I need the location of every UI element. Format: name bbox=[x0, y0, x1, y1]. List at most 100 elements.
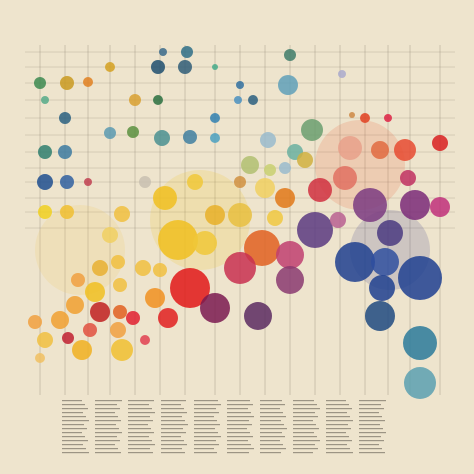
circle bbox=[276, 241, 304, 269]
note-line bbox=[326, 428, 351, 430]
circle bbox=[244, 230, 280, 266]
circle bbox=[284, 49, 296, 61]
circle bbox=[90, 302, 110, 322]
note-line bbox=[359, 408, 384, 410]
circle bbox=[135, 260, 151, 276]
note-line bbox=[326, 404, 349, 406]
note-line bbox=[161, 412, 187, 414]
note-line bbox=[128, 444, 155, 446]
circle bbox=[170, 268, 210, 308]
note-line bbox=[359, 420, 385, 422]
note-line bbox=[293, 440, 320, 442]
circle bbox=[301, 119, 323, 141]
circle bbox=[181, 46, 193, 58]
note-blocks bbox=[62, 400, 386, 454]
note-line bbox=[227, 424, 252, 426]
note-line bbox=[161, 420, 185, 422]
note-line bbox=[359, 412, 379, 414]
circle bbox=[234, 176, 246, 188]
circle bbox=[71, 273, 85, 287]
note-line bbox=[128, 452, 153, 454]
circle bbox=[384, 114, 392, 122]
circle bbox=[153, 263, 167, 277]
circle bbox=[255, 178, 275, 198]
circle bbox=[275, 188, 295, 208]
note-line bbox=[62, 400, 82, 402]
note-line bbox=[359, 444, 379, 446]
note-line bbox=[260, 404, 285, 406]
note-line bbox=[260, 416, 286, 418]
circle bbox=[158, 220, 198, 260]
note-line bbox=[359, 452, 385, 454]
note-line bbox=[62, 448, 86, 450]
note-line bbox=[95, 420, 121, 422]
note-line bbox=[95, 444, 115, 446]
note-line bbox=[326, 416, 350, 418]
note-line bbox=[293, 436, 317, 438]
circle bbox=[279, 162, 291, 174]
note-line bbox=[161, 452, 185, 454]
circle bbox=[210, 133, 220, 143]
circle bbox=[58, 145, 72, 159]
note-line bbox=[161, 428, 183, 430]
circle bbox=[85, 282, 105, 302]
circle bbox=[83, 323, 97, 337]
note-line bbox=[326, 448, 350, 450]
circle bbox=[38, 205, 52, 219]
note-line bbox=[62, 404, 85, 406]
note-line bbox=[95, 424, 116, 426]
note-line bbox=[227, 452, 249, 454]
note-line bbox=[194, 420, 217, 422]
circle bbox=[66, 296, 84, 314]
note-line bbox=[227, 400, 250, 402]
note-line bbox=[161, 408, 184, 410]
circle bbox=[183, 130, 197, 144]
circle bbox=[377, 220, 403, 246]
note-line bbox=[293, 420, 313, 422]
circle bbox=[59, 112, 71, 124]
note-line bbox=[128, 412, 155, 414]
note-line bbox=[95, 440, 120, 442]
circle bbox=[110, 322, 126, 338]
note-line bbox=[293, 400, 314, 402]
note-line bbox=[194, 436, 221, 438]
note-line bbox=[326, 420, 353, 422]
circle bbox=[212, 64, 218, 70]
note-line bbox=[95, 400, 122, 402]
note-line bbox=[260, 400, 282, 402]
circle bbox=[105, 62, 115, 72]
note-line bbox=[293, 432, 314, 434]
circle bbox=[349, 112, 355, 118]
circle bbox=[260, 132, 276, 148]
note-line bbox=[326, 432, 346, 434]
note-line bbox=[95, 452, 121, 454]
note-line bbox=[194, 428, 215, 430]
circle bbox=[400, 170, 416, 186]
note-line bbox=[194, 448, 214, 450]
circle bbox=[248, 95, 258, 105]
note-line bbox=[62, 408, 88, 410]
circle bbox=[51, 311, 69, 329]
note-line bbox=[62, 444, 83, 446]
note-line bbox=[62, 440, 88, 442]
circle bbox=[178, 60, 192, 74]
note-line bbox=[293, 448, 318, 450]
circle bbox=[205, 205, 225, 225]
note-line bbox=[326, 440, 352, 442]
note-line bbox=[260, 428, 287, 430]
circle bbox=[129, 94, 141, 106]
note-line bbox=[161, 440, 184, 442]
note-line bbox=[293, 444, 315, 446]
note-line bbox=[194, 416, 214, 418]
circle bbox=[111, 339, 133, 361]
circle bbox=[153, 95, 163, 105]
note-line bbox=[62, 436, 85, 438]
note-line bbox=[293, 452, 313, 454]
note-line bbox=[227, 428, 247, 430]
circle bbox=[234, 96, 242, 104]
note-line bbox=[260, 412, 283, 414]
note-line bbox=[227, 416, 254, 418]
circle bbox=[92, 260, 108, 276]
circle bbox=[193, 231, 217, 255]
